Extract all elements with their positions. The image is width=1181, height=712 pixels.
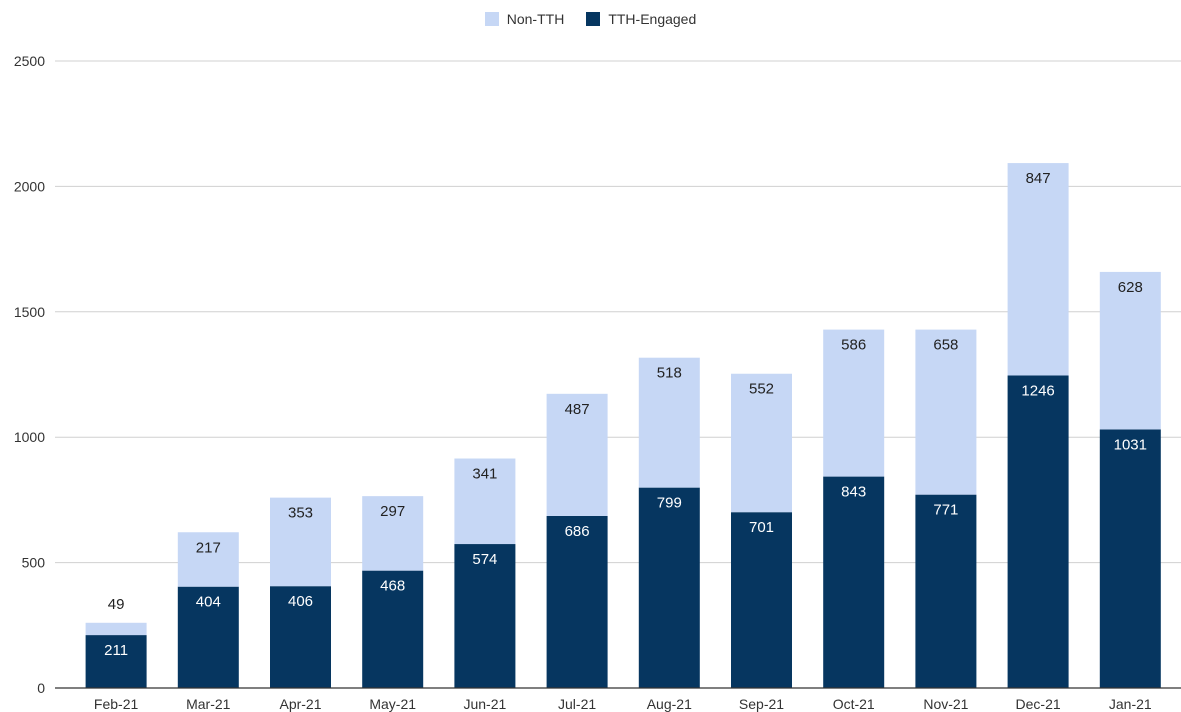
bars [85,163,1161,688]
data-label-non-tth: 353 [288,505,313,522]
data-label-non-tth: 487 [565,401,590,418]
bar-non-tth[interactable] [546,393,608,516]
data-label-tth-engaged: 686 [565,523,590,540]
legend-item-non-tth[interactable]: Non-TTH [484,11,565,27]
bar-non-tth[interactable] [177,532,239,587]
x-tick-label: Jan-21 [1109,696,1152,712]
bar-non-tth[interactable] [85,622,147,636]
y-tick-label: 500 [22,555,46,571]
x-tick-label: Mar-21 [186,696,231,712]
data-labels: 211 49 404 217 406 353 468 297 574 341 686 487 799 51… [104,170,1147,659]
data-label-tth-engaged: 211 [104,642,128,659]
bar-non-tth[interactable] [1007,163,1069,376]
data-label-non-tth: 341 [472,466,497,483]
data-label-non-tth: 586 [841,337,866,354]
bar-tth-engaged[interactable] [546,515,608,688]
x-tick-label: Apr-21 [279,696,321,712]
bar-non-tth[interactable] [731,373,792,513]
x-tick-label: Jul-21 [558,696,596,712]
data-label-non-tth: 297 [380,503,405,520]
data-label-tth-engaged: 1246 [1021,383,1054,400]
axes: 0 500 1000 1500 2000 2500 Feb-21 Mar-21 Apr-21 Ma… [14,53,1181,712]
bar-non-tth[interactable] [823,329,885,477]
bar-tth-engaged[interactable] [362,570,424,688]
data-label-tth-engaged: 843 [841,484,866,501]
bar-tth-engaged[interactable] [1007,375,1069,688]
x-tick-label: May-21 [369,696,416,712]
bar-non-tth[interactable] [915,329,977,495]
x-tick-label: Jun-21 [463,696,506,712]
y-tick-label: 1500 [14,304,45,320]
bar-non-tth[interactable] [1099,271,1161,430]
legend-label-tth-engaged: TTH-Engaged [608,11,697,27]
x-tick-label: Oct-21 [833,696,875,712]
data-label-non-tth: 628 [1118,279,1143,296]
data-label-non-tth: 658 [933,337,958,354]
x-tick-label: Dec-21 [1016,696,1061,712]
chart-legend: Non-TTH TTH-Engaged [0,8,1181,30]
x-tick-label: Sep-21 [739,696,784,712]
bar-non-tth[interactable] [638,357,700,488]
legend-swatch-non-tth [484,12,499,26]
data-label-non-tth: 847 [1026,170,1051,187]
legend-swatch-tth-engaged [586,12,601,26]
data-label-non-tth: 217 [196,539,221,556]
bar-tth-engaged[interactable] [731,512,792,688]
data-label-tth-engaged: 404 [196,594,221,611]
data-label-non-tth: 552 [749,381,774,398]
bar-tth-engaged[interactable] [177,586,239,688]
legend-item-tth-engaged[interactable]: TTH-Engaged [586,11,696,27]
y-tick-label: 1000 [14,429,45,445]
x-tick-label: Aug-21 [647,696,692,712]
bar-tth-engaged[interactable] [915,494,977,688]
y-tick-label: 2500 [14,53,45,69]
data-label-tth-engaged: 468 [380,578,405,595]
bar-tth-engaged[interactable] [270,586,331,688]
legend-label-non-tth: Non-TTH [506,11,565,27]
bar-tth-engaged[interactable] [638,487,700,688]
data-label-tth-engaged: 799 [657,495,682,512]
y-tick-label: 2000 [14,178,45,194]
x-tick-label: Feb-21 [94,696,139,712]
gridlines [55,60,1181,564]
x-tick-label: Nov-21 [923,696,968,712]
bar-tth-engaged[interactable] [454,544,516,688]
data-label-non-tth: 518 [657,365,682,382]
bar-tth-engaged[interactable] [1099,429,1161,688]
data-label-tth-engaged: 701 [749,519,774,536]
y-tick-label: 0 [37,680,45,696]
bar-non-tth[interactable] [270,497,331,587]
bar-non-tth[interactable] [362,496,424,571]
bar-non-tth[interactable] [454,458,516,545]
data-label-tth-engaged: 574 [472,551,497,568]
data-label-non-tth: 49 [108,596,125,613]
bar-tth-engaged[interactable] [823,476,885,688]
data-label-tth-engaged: 771 [933,502,958,519]
bar-tth-engaged[interactable] [85,635,147,688]
data-label-tth-engaged: 1031 [1114,436,1147,453]
data-label-tth-engaged: 406 [288,593,313,610]
